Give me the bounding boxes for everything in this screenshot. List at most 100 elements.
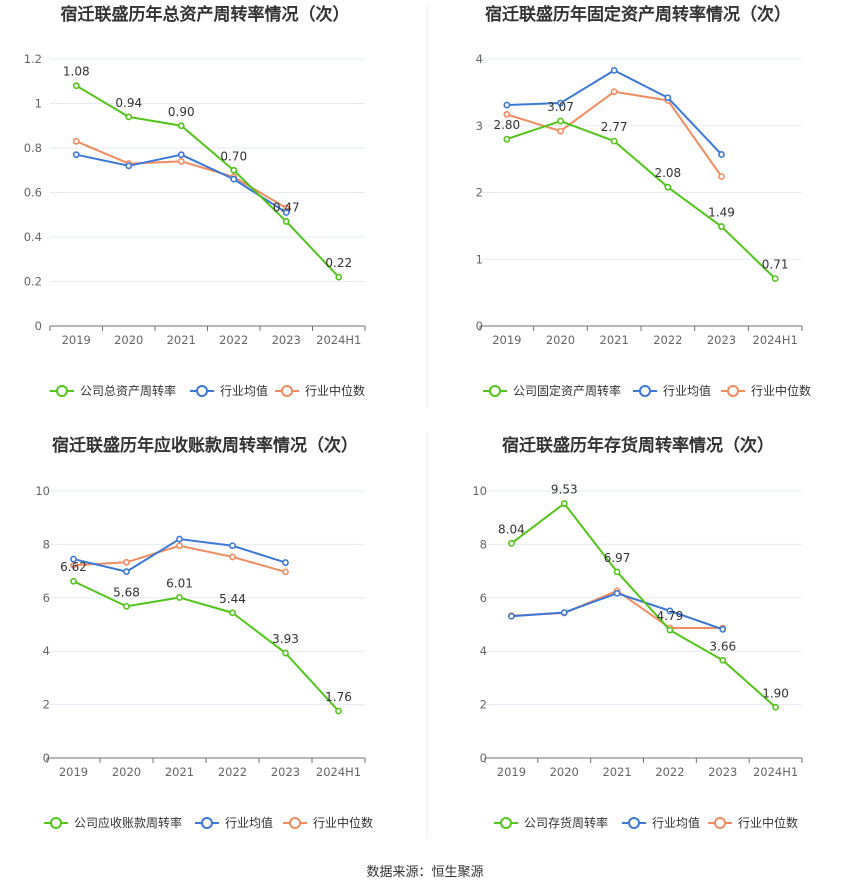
legend-item-industry-average[interactable]: 行业均值 — [633, 383, 711, 398]
data-point[interactable] — [557, 99, 564, 107]
data-point[interactable] — [719, 625, 727, 633]
legend-label: 行业均值 — [652, 815, 700, 830]
y-tick-label: 0.6 — [24, 186, 42, 200]
data-point[interactable] — [123, 558, 130, 566]
data-point[interactable] — [503, 111, 511, 118]
legend-marker-icon — [628, 817, 640, 829]
data-label: 0.47 — [273, 200, 300, 214]
data-point[interactable] — [666, 626, 674, 634]
data-point[interactable] — [335, 707, 342, 715]
data-point[interactable] — [176, 594, 183, 601]
data-point[interactable] — [282, 209, 290, 216]
data-point[interactable] — [503, 101, 511, 109]
x-tick-label: 2023 — [708, 765, 737, 779]
data-point[interactable] — [70, 577, 77, 585]
data-point[interactable] — [230, 166, 238, 174]
data-label: 0.71 — [762, 258, 789, 272]
data-point[interactable] — [72, 151, 80, 159]
data-point[interactable] — [229, 609, 236, 617]
data-point[interactable] — [666, 607, 674, 615]
data-point[interactable] — [613, 568, 621, 576]
legend-marker-icon — [281, 385, 293, 397]
y-tick-label: 0.4 — [24, 230, 42, 244]
legend-item-industry-median[interactable]: 行业中位数 — [283, 815, 373, 830]
data-label: 2.08 — [654, 166, 681, 180]
data-point[interactable] — [123, 602, 130, 610]
data-point[interactable] — [282, 218, 290, 225]
data-point[interactable] — [560, 609, 568, 616]
x-tick-label: 2021 — [167, 333, 196, 347]
x-tick-label: 2022 — [655, 765, 684, 779]
data-label: 0.22 — [325, 256, 352, 270]
data-point[interactable] — [230, 175, 238, 183]
data-point[interactable] — [508, 539, 515, 547]
data-point[interactable] — [125, 162, 133, 170]
data-label: 6.01 — [166, 577, 193, 591]
y-tick-label: 1.2 — [24, 52, 42, 66]
x-tick-label: 2019 — [62, 333, 91, 347]
y-tick-label: 4 — [476, 52, 483, 66]
data-point[interactable] — [177, 157, 185, 165]
data-point[interactable] — [772, 703, 779, 711]
data-point[interactable] — [123, 568, 130, 576]
data-label: 4.79 — [657, 609, 684, 623]
data-point[interactable] — [282, 559, 289, 566]
y-tick-label: 0.2 — [24, 275, 42, 289]
data-point[interactable] — [610, 66, 618, 74]
data-point[interactable] — [718, 151, 725, 158]
data-point[interactable] — [229, 553, 236, 561]
x-tick-label: 2020 — [114, 333, 143, 347]
data-point[interactable] — [664, 183, 672, 191]
legend-item-company[interactable]: 公司应收账款周转率 — [44, 815, 182, 830]
data-point[interactable] — [177, 122, 185, 130]
chart-title: 宿迁联盛历年固定资产周转率情况（次） — [485, 4, 791, 25]
data-label: 8.04 — [498, 522, 525, 536]
data-point[interactable] — [70, 561, 77, 569]
data-point[interactable] — [177, 151, 185, 159]
y-tick-label: 4 — [43, 644, 50, 658]
data-point[interactable] — [503, 135, 511, 143]
data-point[interactable] — [282, 649, 289, 657]
y-tick-label: 0 — [35, 319, 42, 333]
data-label: 0.70 — [220, 149, 247, 163]
data-point[interactable] — [560, 500, 568, 507]
legend-marker-icon — [727, 385, 739, 397]
data-point[interactable] — [719, 656, 727, 664]
data-point[interactable] — [613, 589, 621, 597]
data-point[interactable] — [557, 117, 564, 125]
legend-item-industry-median[interactable]: 行业中位数 — [708, 815, 798, 830]
data-point[interactable] — [229, 542, 236, 550]
legend-label: 行业中位数 — [313, 815, 373, 830]
legend-item-industry-average[interactable]: 行业均值 — [190, 383, 268, 398]
legend-item-company[interactable]: 公司总资产周转率 — [50, 383, 176, 398]
data-point[interactable] — [508, 612, 515, 620]
data-point[interactable] — [610, 137, 618, 145]
data-point[interactable] — [664, 94, 672, 102]
legend-item-company[interactable]: 公司存货周转率 — [494, 815, 608, 830]
data-label: 1.90 — [762, 686, 789, 700]
data-point[interactable] — [610, 88, 618, 96]
data-label: 1.49 — [708, 206, 735, 220]
x-tick-label: 2024H1 — [316, 765, 361, 779]
data-label: 9.53 — [551, 483, 578, 497]
legend-item-industry-average[interactable]: 行业均值 — [622, 815, 700, 830]
data-point[interactable] — [335, 273, 343, 281]
data-point[interactable] — [718, 173, 725, 180]
data-point[interactable] — [72, 82, 80, 90]
data-point[interactable] — [282, 568, 289, 576]
x-tick-label: 2020 — [112, 765, 141, 779]
legend-item-company[interactable]: 公司固定资产周转率 — [483, 383, 621, 398]
data-point[interactable] — [557, 127, 564, 135]
data-point[interactable] — [72, 137, 80, 145]
legend-item-industry-median[interactable]: 行业中位数 — [275, 383, 365, 398]
data-point[interactable] — [771, 275, 779, 283]
data-point[interactable] — [176, 535, 183, 543]
data-point[interactable] — [718, 223, 725, 230]
chart-panel-1: 宿迁联盛历年总资产周转率情况（次） 0 0.2 0.4 0.6 0.8 1 1.2 2019 20… — [24, 4, 366, 398]
data-point[interactable] — [125, 113, 133, 121]
legend-marker-icon — [714, 817, 726, 829]
legend-item-industry-average[interactable]: 行业均值 — [195, 815, 273, 830]
legend-item-industry-median[interactable]: 行业中位数 — [721, 383, 811, 398]
data-point[interactable] — [70, 555, 77, 563]
data-point[interactable] — [176, 542, 183, 550]
